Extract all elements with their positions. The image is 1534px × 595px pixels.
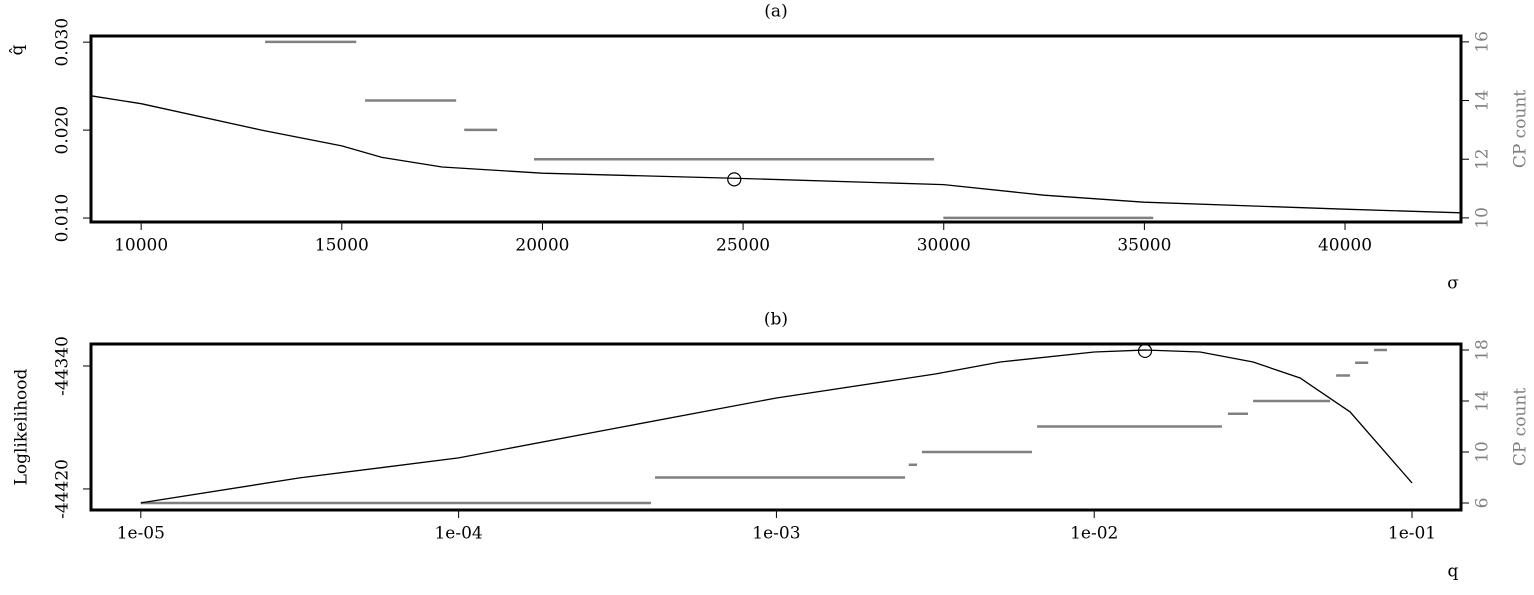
y2-tick-label: 10 [1473,207,1493,229]
panel-title: (b) [764,310,788,330]
y2-tick-label: 16 [1473,31,1493,53]
x-tick-label: 1e-03 [752,524,800,544]
plot-frame [89,34,1463,224]
x-tick-label: 10000 [114,236,168,256]
x-tick-label: 1e-05 [117,524,165,544]
y2-tick-label: 14 [1473,390,1493,412]
x-axis-label: q [1448,562,1459,582]
y2-axis-label: CP count [1511,90,1531,169]
y-tick-label: -44340 [53,336,73,396]
optimum-marker [727,172,742,187]
y2-tick-label: 14 [1473,90,1493,112]
curve [90,95,1462,214]
x-tick-label: 40000 [1318,236,1372,256]
x-tick-label: 20000 [515,236,569,256]
x-tick-label: 30000 [917,236,971,256]
y-tick-label: 0.020 [53,106,73,155]
plot-frame [89,342,1463,512]
panel-title: (a) [764,2,787,22]
y2-tick-label: 6 [1473,498,1493,509]
y2-axis-label: CP count [1511,388,1531,467]
x-tick-label: 35000 [1117,236,1171,256]
x-tick-label: 1e-04 [434,524,482,544]
optimum-marker [1137,343,1153,359]
y-tick-label: 0.030 [53,18,73,67]
curve [140,349,1413,504]
y-tick-label: 0.010 [53,194,73,243]
x-tick-label: 1e-01 [1388,524,1436,544]
x-tick-label: 15000 [315,236,369,256]
x-tick-label: 25000 [716,236,770,256]
y-axis-label: q̂ [8,44,28,55]
y-axis-label: Loglikelihood [12,368,32,485]
y2-tick-label: 12 [1473,148,1493,170]
x-axis-label: σ [1447,274,1459,294]
y-tick-label: -44420 [53,459,73,519]
y2-tick-label: 18 [1473,339,1493,361]
x-tick-label: 1e-02 [1070,524,1118,544]
y2-tick-label: 10 [1473,441,1493,463]
